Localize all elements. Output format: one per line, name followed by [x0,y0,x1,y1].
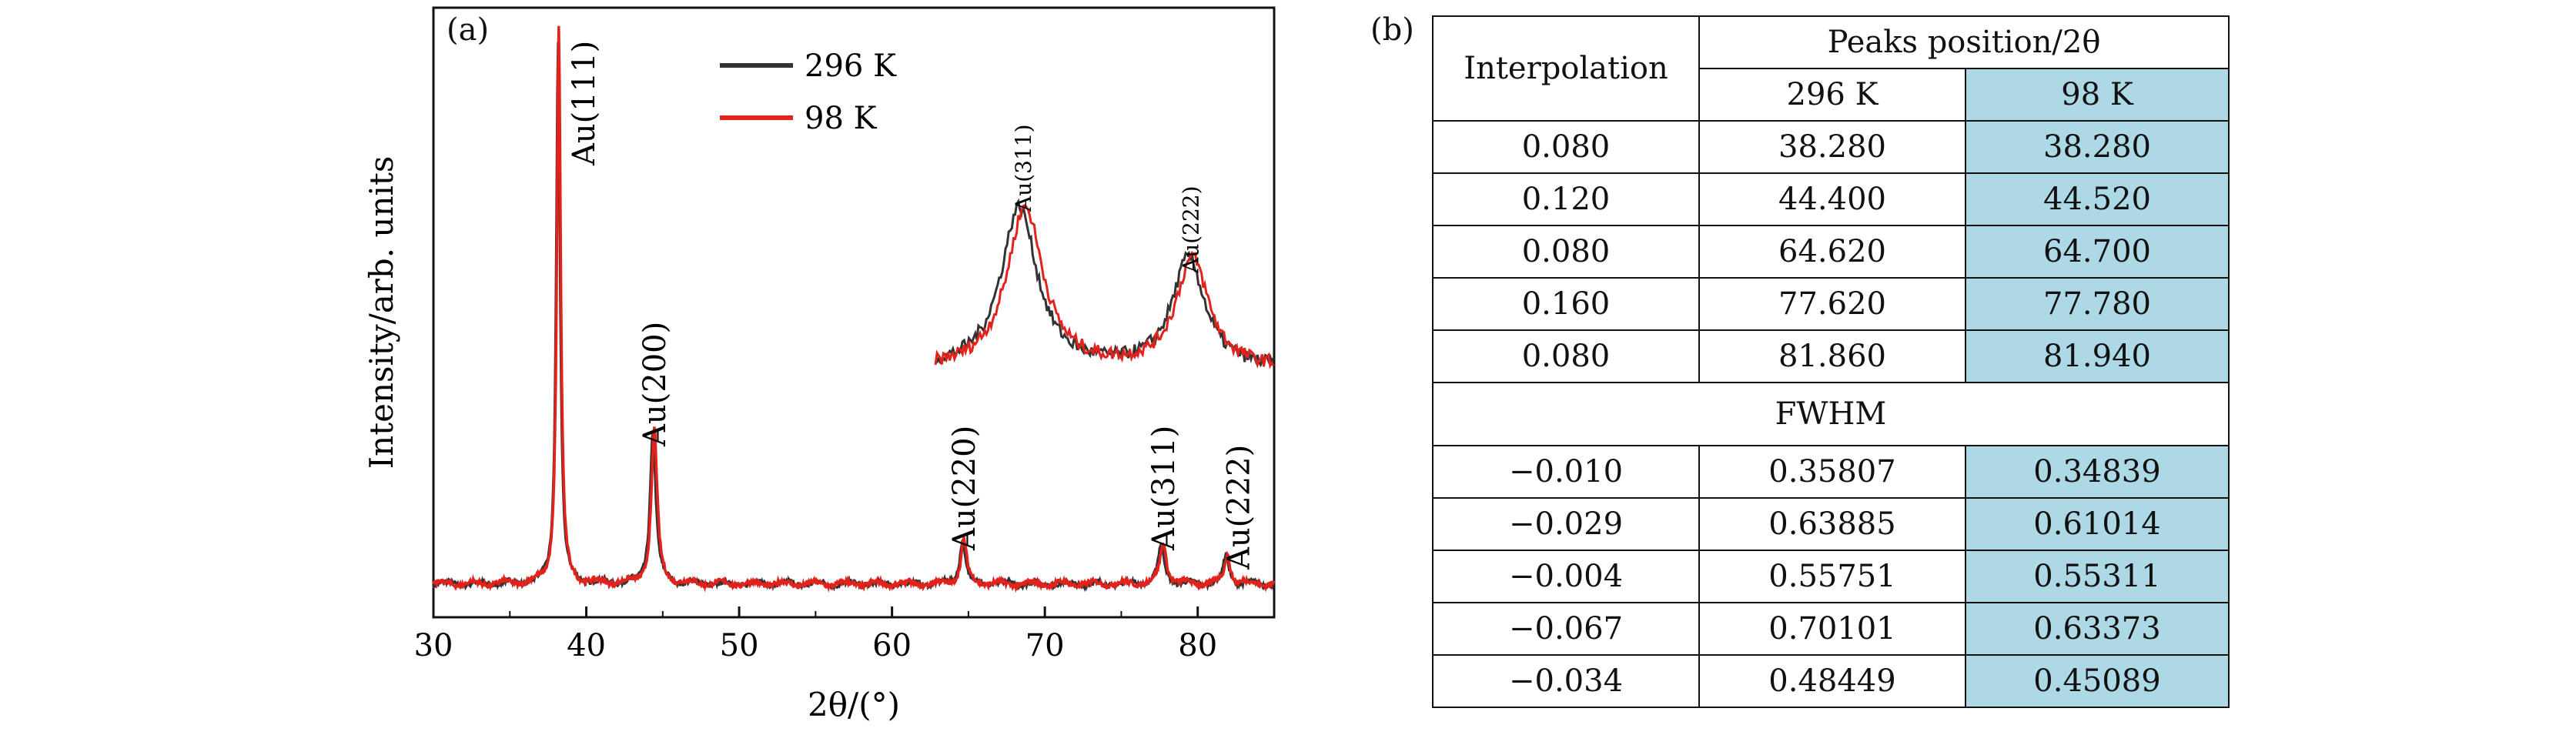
peaks-cell: 38.280 [1965,120,2230,174]
x-tick-label-40: 40 [567,628,606,663]
fwhm-cell: −0.004 [1432,550,1700,603]
peaks-cell: 81.860 [1698,329,1966,383]
peaks-cell: 0.080 [1432,120,1700,174]
peaks-cell: 0.160 [1432,277,1700,331]
plot-frame [432,6,1276,619]
fwhm-row: −0.029 0.63885 0.61014 [1432,497,2230,551]
fwhm-row: −0.034 0.48449 0.45089 [1432,654,2230,708]
fwhm-cell: 0.35807 [1698,445,1966,499]
fwhm-cell: 0.61014 [1965,497,2230,551]
x-tick-label-60: 60 [872,628,912,663]
peaks-cell: 64.700 [1965,225,2230,279]
peaks-cell: 0.120 [1432,172,1700,226]
fwhm-cell: 0.45089 [1965,654,2230,708]
peaks-cell: 0.080 [1432,225,1700,279]
fwhm-rows: −0.010 0.35807 0.34839 −0.029 0.63885 0.61014… [1432,445,2230,708]
x-axis-label: 2θ/(°) [808,686,900,723]
legend-label-0: 296 K [805,48,897,84]
fwhm-cell: 0.55751 [1698,550,1966,603]
inset-label-au311: Au(311) [1011,124,1036,212]
peaks-table: Interpolation Peaks position/2θ 296 K 98… [1432,15,2230,708]
fwhm-cell: 0.34839 [1965,445,2230,499]
inset-line-296k [934,198,1275,368]
inset-label-au222: Au(222) [1178,185,1203,274]
x-tick-label-80: 80 [1178,628,1217,663]
peaks-cell: 77.780 [1965,277,2230,331]
chart-inset: Au(311) Au(222) [934,124,1275,369]
chart-lines [432,25,1276,593]
peak-label-1: Au(200) [637,322,673,447]
peaks-cell: 64.620 [1698,225,1966,279]
fwhm-cell: −0.029 [1432,497,1700,551]
fwhm-cell: 0.55311 [1965,550,2230,603]
fwhm-row: −0.067 0.70101 0.63373 [1432,602,2230,656]
x-tick-label-30: 30 [414,628,453,663]
y-axis-label: Intensity/arb. units [363,156,400,469]
fwhm-cell: 0.48449 [1698,654,1966,708]
header-interpolation: Interpolation [1432,15,1700,122]
peaks-cell: 38.280 [1698,120,1966,174]
peaks-row: 0.080 38.280 38.280 [1432,120,2230,174]
x-tick-label-50: 50 [720,628,759,663]
peaks-row: 0.160 77.620 77.780 [1432,277,2230,331]
fwhm-cell: −0.067 [1432,602,1700,656]
fwhm-row: −0.010 0.35807 0.34839 [1432,445,2230,499]
peak-label-2: Au(220) [947,426,982,551]
peaks-row: 0.080 64.620 64.700 [1432,225,2230,279]
peaks-cell: 81.940 [1965,329,2230,383]
peaks-row: 0.080 81.860 81.940 [1432,329,2230,383]
peaks-row: 0.120 44.400 44.520 [1432,172,2230,226]
x-tick-label-70: 70 [1025,628,1065,663]
header-296k: 296 K [1698,68,1966,122]
header-98k: 98 K [1965,68,2230,122]
panel-b-label: (b) [1370,12,1414,48]
fwhm-cell: 0.63885 [1698,497,1966,551]
fwhm-cell: −0.010 [1432,445,1700,499]
peaks-cell: 44.400 [1698,172,1966,226]
peak-labels: Au(111) Au(200) Au(220) Au(311) Au(222) [567,41,1257,570]
peak-label-3: Au(311) [1146,426,1182,551]
peak-label-0: Au(111) [567,41,602,166]
legend: 296 K 98 K [720,48,897,136]
fwhm-cell: 0.63373 [1965,602,2230,656]
series-line-98k [432,25,1276,593]
fwhm-row: −0.004 0.55751 0.55311 [1432,550,2230,603]
header-peaks-position: Peaks position/2θ [1698,15,2230,69]
panel-a-label: (a) [447,12,490,48]
peaks-cell: 0.080 [1432,329,1700,383]
xrd-chart: Au(311) Au(222) 30 40 50 60 70 80 Au(111) Au(20… [363,6,1276,723]
peaks-cell: 44.520 [1965,172,2230,226]
fwhm-cell: 0.70101 [1698,602,1966,656]
inset-line-98k [934,204,1275,369]
peaks-cell: 77.620 [1698,277,1966,331]
header-fwhm: FWHM [1432,382,2230,446]
x-axis-ticks: 30 40 50 60 70 80 [414,606,1275,663]
fwhm-cell: −0.034 [1432,654,1700,708]
peak-label-4: Au(222) [1221,445,1256,570]
legend-label-1: 98 K [805,101,878,136]
peaks-rows: 0.080 38.280 38.280 0.120 44.400 44.520 0.080 6… [1432,120,2230,383]
